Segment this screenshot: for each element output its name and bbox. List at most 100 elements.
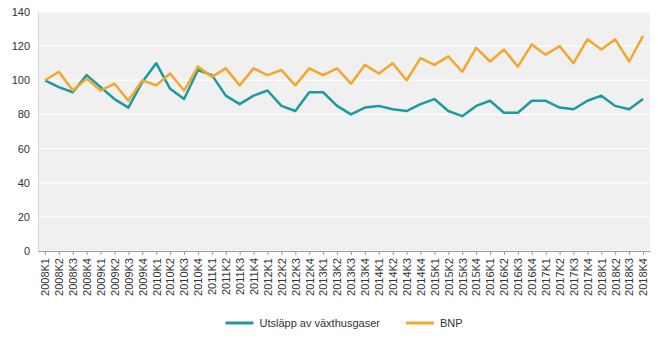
x-tick-label: 2012K3 <box>290 258 302 296</box>
x-tick-mark <box>448 251 449 255</box>
x-tick: 2009K2 <box>109 251 121 296</box>
x-tick-label: 2018K2 <box>610 258 622 296</box>
x-tick-mark <box>323 251 324 255</box>
legend-swatch <box>225 322 253 325</box>
y-tick: 0 <box>24 245 38 257</box>
x-tick-mark <box>156 251 157 255</box>
x-tick: 2017K1 <box>540 251 552 296</box>
x-tick-mark <box>281 251 282 255</box>
x-tick-label: 2018K1 <box>596 258 608 296</box>
x-tick: 2013K1 <box>317 251 329 296</box>
x-tick-label: 2014K2 <box>387 258 399 296</box>
x-tick-mark <box>532 251 533 255</box>
x-tick-mark <box>546 251 547 255</box>
x-tick-label: 2018K4 <box>637 258 649 296</box>
x-tick-label: 2012K2 <box>276 258 288 296</box>
x-tick-mark <box>476 251 477 255</box>
y-tick-label: 20 <box>18 211 30 223</box>
x-tick-label: 2017K2 <box>554 258 566 296</box>
x-tick-mark <box>601 251 602 255</box>
x-tick-label: 2009K4 <box>137 258 149 296</box>
x-tick-label: 2015K3 <box>457 258 469 296</box>
x-tick: 2009K4 <box>137 251 149 296</box>
x-tick-mark <box>434 251 435 255</box>
x-tick-label: 2011K1 <box>206 258 218 295</box>
x-tick-label: 2008K3 <box>67 258 79 296</box>
x-tick-label: 2013K4 <box>359 258 371 296</box>
x-tick-label: 2016K3 <box>512 258 524 296</box>
x-tick-mark <box>629 251 630 255</box>
x-tick: 2008K1 <box>39 251 51 296</box>
x-tick: 2009K1 <box>95 251 107 296</box>
x-tick-mark <box>226 251 227 255</box>
y-tick-label: 60 <box>18 143 30 155</box>
x-tick-label: 2015K4 <box>470 258 482 296</box>
legend: Utsläpp av växthusgaser BNP <box>225 317 462 329</box>
grid-line <box>38 182 650 183</box>
y-tick: 80 <box>18 108 38 120</box>
x-tick: 2017K3 <box>568 251 580 296</box>
x-tick-label: 2013K3 <box>345 258 357 296</box>
x-tick-label: 2017K1 <box>540 258 552 296</box>
plot: 0204060801001201402008K12008K22008K32008… <box>12 6 651 296</box>
y-tick: 20 <box>18 211 38 223</box>
x-tick-mark <box>73 251 74 255</box>
x-tick-mark <box>128 251 129 255</box>
plot-background <box>38 12 650 251</box>
x-tick-mark <box>518 251 519 255</box>
x-tick: 2014K3 <box>401 251 413 296</box>
y-tick-label: 100 <box>12 74 30 86</box>
x-tick-label: 2009K1 <box>95 258 107 296</box>
y-tick: 60 <box>18 143 38 155</box>
x-tick-mark <box>295 251 296 255</box>
x-tick: 2015K4 <box>470 251 482 296</box>
x-tick-mark <box>142 251 143 255</box>
y-tick-label: 0 <box>24 245 30 257</box>
grid-line <box>38 114 650 115</box>
x-tick-label: 2009K3 <box>123 258 135 296</box>
x-tick: 2008K3 <box>67 251 79 296</box>
x-tick-mark <box>59 251 60 255</box>
x-tick: 2015K3 <box>457 251 469 296</box>
x-tick: 2016K2 <box>498 251 510 296</box>
y-tick: 120 <box>12 40 38 52</box>
x-tick-label: 2016K1 <box>484 258 496 296</box>
grid-line <box>38 251 650 252</box>
x-tick-mark <box>574 251 575 255</box>
x-tick: 2016K4 <box>526 251 538 296</box>
x-tick-mark <box>212 251 213 255</box>
x-tick-mark <box>254 251 255 255</box>
legend-label: BNP <box>440 317 463 329</box>
x-tick: 2018K2 <box>610 251 622 296</box>
x-tick: 2011K4 <box>248 251 260 295</box>
x-tick-mark <box>240 251 241 255</box>
x-tick-label: 2012K1 <box>262 258 274 296</box>
x-tick-mark <box>365 251 366 255</box>
x-tick: 2015K1 <box>429 251 441 296</box>
x-tick-mark <box>45 251 46 255</box>
x-tick-label: 2016K4 <box>526 258 538 296</box>
x-tick-label: 2013K1 <box>317 258 329 296</box>
x-tick-label: 2010K3 <box>178 258 190 296</box>
x-tick-label: 2008K1 <box>39 258 51 296</box>
y-tick: 100 <box>12 74 38 86</box>
x-tick: 2011K2 <box>220 251 232 295</box>
series-group <box>45 36 643 116</box>
grid <box>38 12 650 251</box>
x-tick-mark <box>490 251 491 255</box>
x-tick-label: 2010K1 <box>151 258 163 296</box>
x-tick-label: 2014K4 <box>415 258 427 296</box>
x-tick-mark <box>560 251 561 255</box>
y-tick: 40 <box>18 177 38 189</box>
grid-line <box>38 148 650 149</box>
x-tick: 2017K2 <box>554 251 566 296</box>
legend-item: Utsläpp av växthusgaser <box>225 317 380 329</box>
x-tick-mark <box>462 251 463 255</box>
x-tick: 2013K3 <box>345 251 357 296</box>
x-tick-mark <box>115 251 116 255</box>
legend-label: Utsläpp av växthusgaser <box>259 317 380 329</box>
y-tick-label: 120 <box>12 40 30 52</box>
x-tick-mark <box>393 251 394 255</box>
x-tick: 2017K4 <box>582 251 594 296</box>
x-tick-label: 2013K2 <box>331 258 343 296</box>
